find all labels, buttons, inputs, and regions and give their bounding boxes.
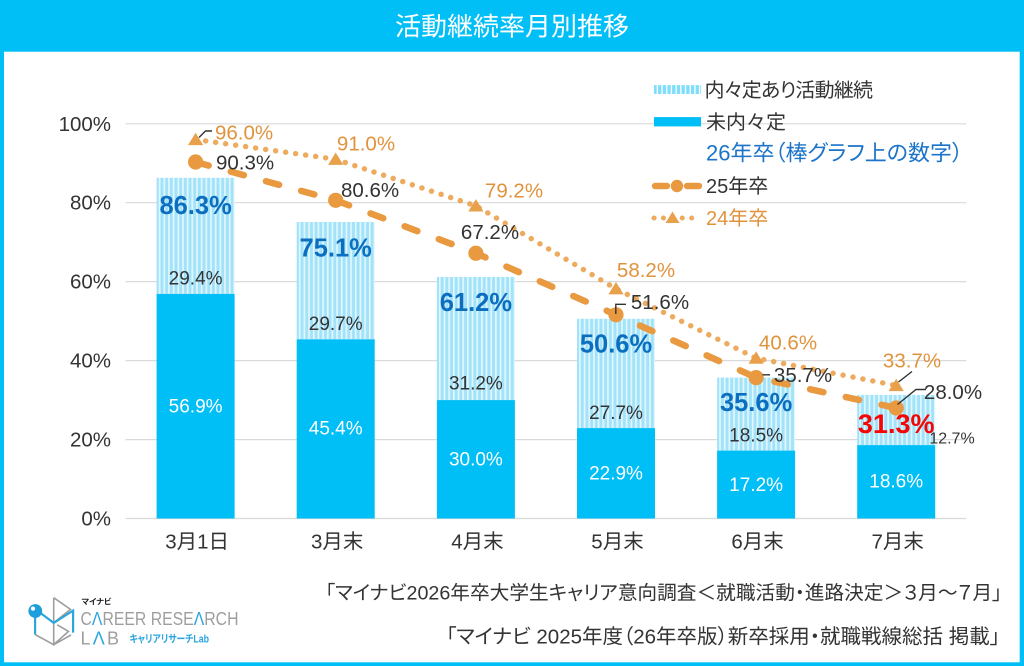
svg-text:80%: 80%	[70, 192, 111, 215]
svg-text:29.7%: 29.7%	[309, 314, 363, 335]
svg-text:100%: 100%	[59, 113, 111, 136]
svg-text:96.0%: 96.0%	[215, 122, 273, 145]
svg-text:29.4%: 29.4%	[169, 269, 223, 290]
svg-text:86.3%: 86.3%	[159, 192, 231, 220]
svg-text:4月末: 4月末	[451, 531, 503, 554]
svg-text:31.2%: 31.2%	[449, 374, 503, 395]
svg-text:12.7%: 12.7%	[929, 431, 974, 448]
svg-text:キャリアリサーチLab: キャリアリサーチLab	[129, 634, 209, 646]
svg-text:45.4%: 45.4%	[309, 419, 363, 440]
svg-text:33.7%: 33.7%	[883, 350, 941, 373]
svg-text:90.3%: 90.3%	[216, 152, 274, 175]
svg-text:3月末: 3月末	[311, 531, 363, 554]
svg-text:91.0%: 91.0%	[337, 133, 395, 156]
svg-text:5月末: 5月末	[591, 531, 643, 554]
svg-text:18.6%: 18.6%	[869, 472, 923, 493]
svg-text:活動継続率月別推移: 活動継続率月別推移	[395, 7, 629, 44]
svg-text:40.6%: 40.6%	[759, 332, 817, 355]
svg-text:LΛB: LΛB	[81, 628, 120, 648]
svg-text:24年卒: 24年卒	[706, 208, 768, 230]
svg-text:30.0%: 30.0%	[449, 450, 503, 471]
svg-text:35.6%: 35.6%	[720, 389, 792, 417]
svg-text:7月末: 7月末	[871, 531, 923, 554]
svg-text:79.2%: 79.2%	[485, 180, 543, 203]
svg-text:20%: 20%	[70, 429, 111, 452]
svg-text:22.9%: 22.9%	[589, 464, 643, 485]
svg-text:56.9%: 56.9%	[169, 397, 223, 418]
svg-text:51.6%: 51.6%	[631, 291, 689, 314]
svg-text:35.7%: 35.7%	[774, 364, 832, 387]
svg-text:マイナビ: マイナビ	[81, 598, 112, 607]
svg-text:58.2%: 58.2%	[617, 259, 675, 282]
svg-text:26年卒（棒グラフ上の数字）: 26年卒（棒グラフ上の数字）	[706, 141, 963, 166]
svg-text:60%: 60%	[70, 271, 111, 294]
svg-text:CΛREER RESEΛRCH: CΛREER RESEΛRCH	[81, 609, 239, 629]
svg-text:28.0%: 28.0%	[924, 381, 982, 404]
svg-text:61.2%: 61.2%	[440, 289, 512, 317]
svg-text:27.7%: 27.7%	[589, 403, 643, 424]
svg-text:75.1%: 75.1%	[300, 235, 372, 263]
svg-text:18.5%: 18.5%	[729, 426, 783, 447]
svg-text:80.6%: 80.6%	[341, 179, 399, 202]
svg-text:67.2%: 67.2%	[461, 221, 519, 244]
svg-text:「マイナビ 2025年度（26年卒版）新卒採用・就職戦線総括: 「マイナビ 2025年度（26年卒版）新卒採用・就職戦線総括 掲載」	[446, 626, 1000, 649]
svg-text:17.2%: 17.2%	[729, 475, 783, 496]
svg-text:未内々定: 未内々定	[706, 112, 786, 134]
svg-text:0%: 0%	[81, 508, 111, 531]
svg-text:50.6%: 50.6%	[580, 331, 652, 359]
svg-text:3月1日: 3月1日	[165, 531, 229, 554]
svg-text:25年卒: 25年卒	[706, 176, 768, 198]
svg-text:6月末: 6月末	[731, 531, 783, 554]
svg-text:「マイナビ2026年卒大学生キャリア意向調査＜就職活動・進路: 「マイナビ2026年卒大学生キャリア意向調査＜就職活動・進路決定＞３月～７月」	[325, 583, 1002, 605]
svg-text:40%: 40%	[70, 350, 111, 373]
svg-text:内々定あり活動継続: 内々定あり活動継続	[705, 80, 874, 102]
